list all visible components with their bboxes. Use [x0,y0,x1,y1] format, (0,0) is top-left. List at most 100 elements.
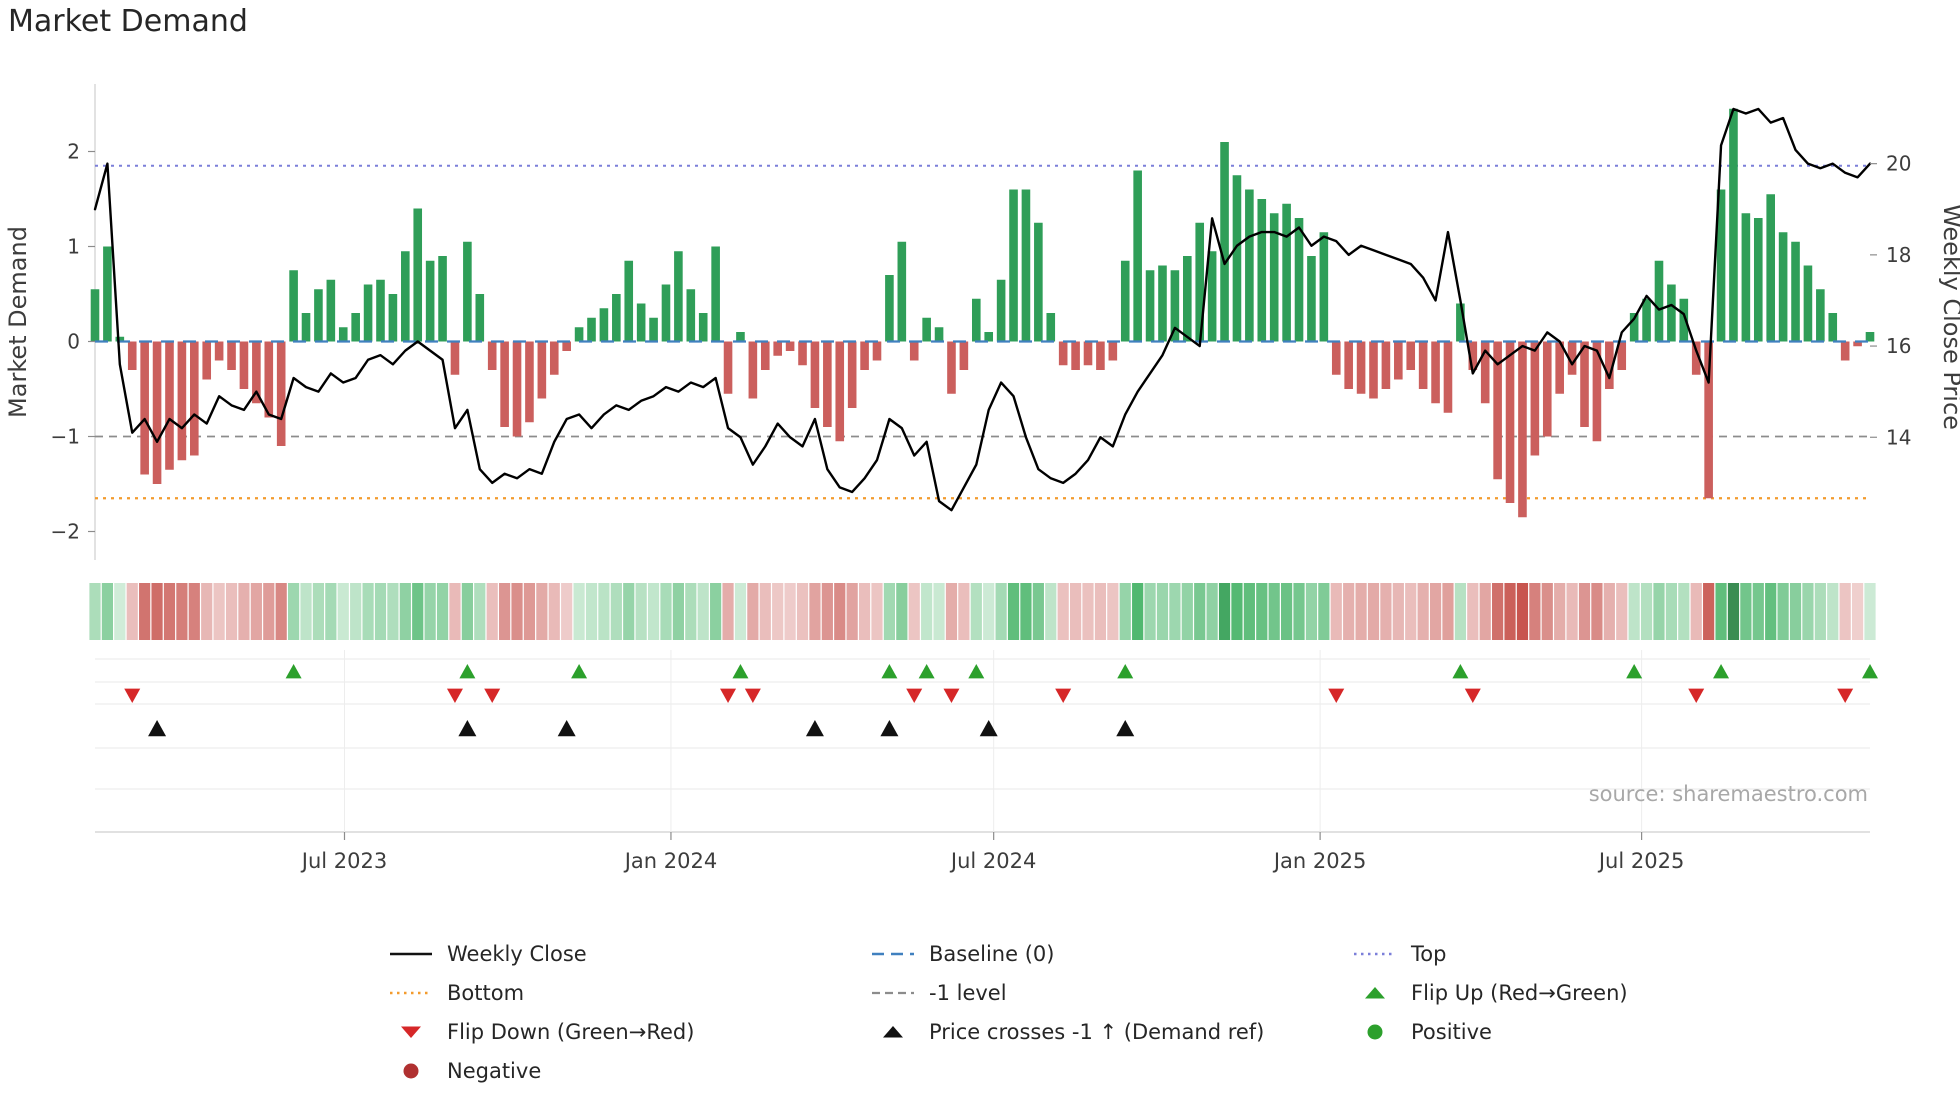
demand-bar-negative [1344,341,1353,389]
heatmap-cell [1156,583,1169,640]
demand-bar-negative [165,341,174,470]
heatmap-cell [436,583,449,640]
price-cross-marker [805,720,824,737]
heatmap-cell [511,583,523,640]
demand-bar-negative [909,341,919,361]
heatmap-cell [635,583,647,640]
heatmap-cell [821,583,833,640]
price-cross-marker [880,720,899,737]
heatmap-cell [101,583,114,640]
heatmap-cell [871,583,883,640]
heatmap-cell [809,583,821,640]
demand-bar-positive [1716,189,1726,342]
heatmap-cell [1330,583,1342,640]
demand-bar-negative [1394,341,1403,380]
heatmap-cell [1479,583,1491,640]
y-tick-label-right: 14 [1886,425,1911,449]
heatmap-cell [610,583,622,640]
demand-bar-positive [984,332,994,342]
price-cross-marker [1116,720,1135,737]
legend-label-positive: Positive [1411,1019,1492,1044]
x-tick-label: Jan 2025 [1272,849,1367,873]
demand-bar-positive [1282,203,1291,342]
demand-bar-positive [736,332,745,342]
flip-down-marker [744,688,761,703]
price-cross-marker [557,720,576,737]
legend-flip-down-icon [401,1026,421,1038]
legend-positive-icon [1367,1024,1383,1039]
flip-up-marker [1117,664,1134,679]
demand-bar-negative [959,341,969,370]
demand-bar-positive [103,246,112,342]
heatmap-cell [1268,583,1280,640]
heatmap-cell [1020,583,1032,640]
demand-bar-positive [1741,213,1751,342]
heatmap-cell [1752,583,1764,640]
heatmap-cell [598,583,610,640]
flip-up-marker [1452,664,1469,679]
heatmap-cell [1305,583,1318,640]
heatmap-cell [1727,583,1740,640]
demand-bar-negative [1840,341,1850,361]
demand-bar-positive [624,260,634,342]
demand-bar-positive [326,279,336,342]
demand-bar-positive [1021,189,1031,342]
heatmap-cell [1789,583,1802,640]
demand-bar-positive [115,336,125,342]
heatmap-cell [1516,583,1529,640]
heatmap-cell [1529,583,1541,640]
legend-top-icon [1354,952,1396,955]
heatmap-cell [1827,583,1839,640]
heatmap-cell [1181,583,1193,640]
heatmap-cell [536,583,548,640]
demand-bar-positive [1791,241,1800,342]
demand-bar-positive [711,246,720,342]
demand-bar-positive [1046,313,1056,342]
demand-bar-negative [140,341,149,475]
demand-bar-positive [1170,270,1180,342]
demand-bar-negative [1853,341,1862,347]
heatmap-cell [846,583,858,640]
demand-bar-negative [1083,341,1093,366]
flip-down-marker [906,688,923,703]
demand-bar-negative [1530,341,1540,456]
demand-bar-negative [723,341,733,394]
heatmap-cell [1715,583,1727,640]
heatmap-cell [1777,583,1789,640]
y-tick-label-right: 18 [1886,243,1911,267]
heatmap-cell [896,583,908,640]
heatmap-cell [461,583,473,640]
heatmap-cell [424,583,436,640]
demand-bar-negative [1356,341,1366,394]
legend-item-positive: Positive [1352,1012,1834,1051]
demand-bar-negative [202,341,212,380]
heatmap-cell [585,583,598,640]
demand-bar-negative [177,341,187,461]
heatmap-cell [1318,583,1330,640]
demand-bar-negative [487,341,497,370]
demand-bar-negative [127,341,137,370]
heatmap-cell [561,583,573,640]
demand-bar-positive [1319,232,1329,342]
price-cross-marker [458,720,477,737]
heatmap-cell [1864,583,1876,640]
demand-bar-negative [860,341,869,370]
heatmap-cell [623,583,635,640]
demand-bar-positive [413,208,423,342]
flip-down-marker [124,688,141,703]
heatmap-cell [1504,583,1516,640]
demand-bar-positive [301,313,311,342]
demand-bar-positive [1828,313,1838,342]
heatmap-cell [1082,583,1094,640]
heatmap-cell [1007,583,1020,640]
demand-bar-positive [885,275,894,342]
demand-bar-positive [971,298,981,342]
demand-bar-negative [562,341,571,351]
x-tick-label: Jul 2024 [949,849,1036,873]
heatmap-cell [1851,583,1864,640]
chart-title: Market Demand [8,4,248,39]
heatmap-cell [337,583,349,640]
legend: Weekly Close Baseline (0) Top Bottom -1 leve… [388,934,1834,1090]
price-cross-marker [148,720,167,737]
demand-bar-negative [450,341,460,375]
